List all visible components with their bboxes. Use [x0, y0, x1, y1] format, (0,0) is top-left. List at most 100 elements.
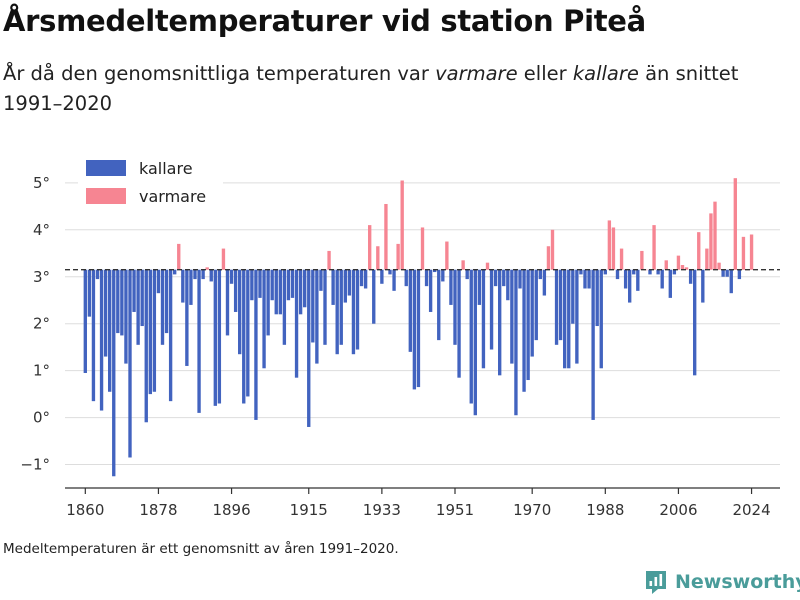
- bar-1995: [632, 269, 636, 275]
- bar-1924: [343, 269, 347, 303]
- bar-2005: [672, 269, 677, 275]
- bar-1952: [457, 269, 461, 378]
- x-tick-label: 2006: [659, 501, 697, 519]
- bar-2006: [676, 255, 681, 270]
- bar-1996: [636, 269, 640, 291]
- bar-1895: [225, 269, 230, 336]
- x-tick-label: 1915: [290, 501, 328, 519]
- bar-1992: [619, 248, 624, 270]
- bar-2024: [749, 234, 754, 270]
- y-tick-label: 5°: [33, 174, 50, 192]
- bar-1960: [489, 269, 494, 350]
- bar-1984: [587, 269, 591, 289]
- bar-1935: [388, 269, 392, 275]
- bar-1957: [477, 269, 482, 305]
- bar-1908: [278, 269, 282, 315]
- bar-1901: [250, 269, 254, 301]
- bar-1990: [611, 227, 616, 270]
- subtitle-part1: År då den genomsnittliga temperaturen va…: [3, 62, 436, 85]
- bar-1981: [575, 269, 579, 364]
- bar-1886: [189, 269, 193, 305]
- bar-1967: [518, 269, 522, 289]
- bar-1936: [392, 269, 396, 291]
- bar-2019: [729, 269, 733, 294]
- legend: kallare varmare: [78, 152, 223, 210]
- bar-1925: [347, 269, 352, 296]
- bar-1871: [128, 269, 132, 458]
- bar-1915: [307, 269, 311, 427]
- bar-1963: [502, 269, 506, 287]
- bar-2020: [733, 178, 737, 270]
- bar-1945: [428, 269, 433, 312]
- bar-1989: [607, 220, 612, 270]
- bar-1991: [615, 269, 620, 280]
- bar-1954: [465, 269, 469, 280]
- x-tick-label: 1951: [436, 501, 474, 519]
- footnote: Medeltemperaturen är ett genomsnitt av å…: [3, 541, 399, 557]
- bar-1979: [567, 269, 571, 369]
- bar-1980: [571, 269, 575, 324]
- bar-1874: [140, 269, 144, 327]
- bar-1863: [95, 269, 100, 280]
- bar-1972: [538, 269, 542, 280]
- bar-1941: [412, 269, 417, 390]
- bar-2001: [656, 269, 660, 275]
- bar-2002: [660, 269, 664, 289]
- y-tick-label: 0°: [33, 409, 50, 427]
- bar-1894: [221, 248, 226, 270]
- bar-1921: [331, 269, 335, 305]
- legend-label-warm: varmare: [139, 187, 206, 206]
- bar-1994: [628, 269, 632, 303]
- bar-1955: [469, 269, 473, 404]
- bar-1869: [120, 269, 124, 336]
- bar-1997: [640, 250, 644, 270]
- bar-1903: [258, 269, 262, 298]
- bar-2004: [668, 269, 672, 298]
- bar-1875: [144, 269, 148, 423]
- x-tick-label: 1878: [139, 501, 177, 519]
- x-axis: 1860 1878 1896 1915 1933 1951 1970 1988 2006 2024: [65, 487, 780, 519]
- bar-1975: [550, 229, 555, 270]
- bar-1860: [83, 269, 87, 373]
- bar-1891: [209, 269, 213, 282]
- bar-2014: [709, 213, 713, 270]
- bar-1885: [185, 269, 189, 366]
- x-tick-label: 1933: [363, 501, 401, 519]
- y-gridlines: [65, 182, 780, 466]
- bar-1873: [136, 269, 140, 345]
- bar-1897: [233, 269, 238, 312]
- bar-1862: [91, 269, 96, 402]
- bar-1978: [563, 269, 567, 369]
- bar-1943: [420, 227, 425, 270]
- bar-1938: [400, 180, 404, 270]
- legend-swatch-cold: [86, 160, 126, 176]
- bar-1965: [510, 269, 514, 364]
- bar-1879: [160, 269, 165, 345]
- bar-1888: [197, 269, 201, 413]
- x-tick-label: 1988: [586, 501, 624, 519]
- bar-1870: [124, 269, 128, 364]
- y-tick-label: 2°: [33, 315, 50, 333]
- bar-1930: [368, 225, 372, 270]
- bar-2008: [684, 267, 689, 270]
- bar-1916: [311, 269, 315, 343]
- bar-1986: [595, 269, 599, 327]
- bar-1892: [213, 269, 217, 406]
- bar-1911: [290, 269, 295, 298]
- bar-1906: [270, 269, 274, 301]
- bar-1987: [599, 269, 603, 369]
- bar-1907: [274, 269, 278, 315]
- bar-2000: [652, 225, 656, 270]
- bar-1912: [294, 269, 299, 378]
- bar-1864: [99, 269, 104, 411]
- bar-2003: [664, 260, 668, 270]
- bar-2016: [717, 262, 721, 270]
- chart-title: Årsmedeltemperaturer vid station Piteå: [3, 4, 646, 38]
- bar-1966: [514, 269, 518, 416]
- bar-1927: [355, 269, 360, 350]
- bar-1951: [453, 269, 457, 345]
- brand-name: Newsworthy: [675, 571, 800, 593]
- bar-1985: [591, 269, 595, 420]
- bar-1893: [217, 269, 222, 404]
- bar-2010: [693, 269, 697, 376]
